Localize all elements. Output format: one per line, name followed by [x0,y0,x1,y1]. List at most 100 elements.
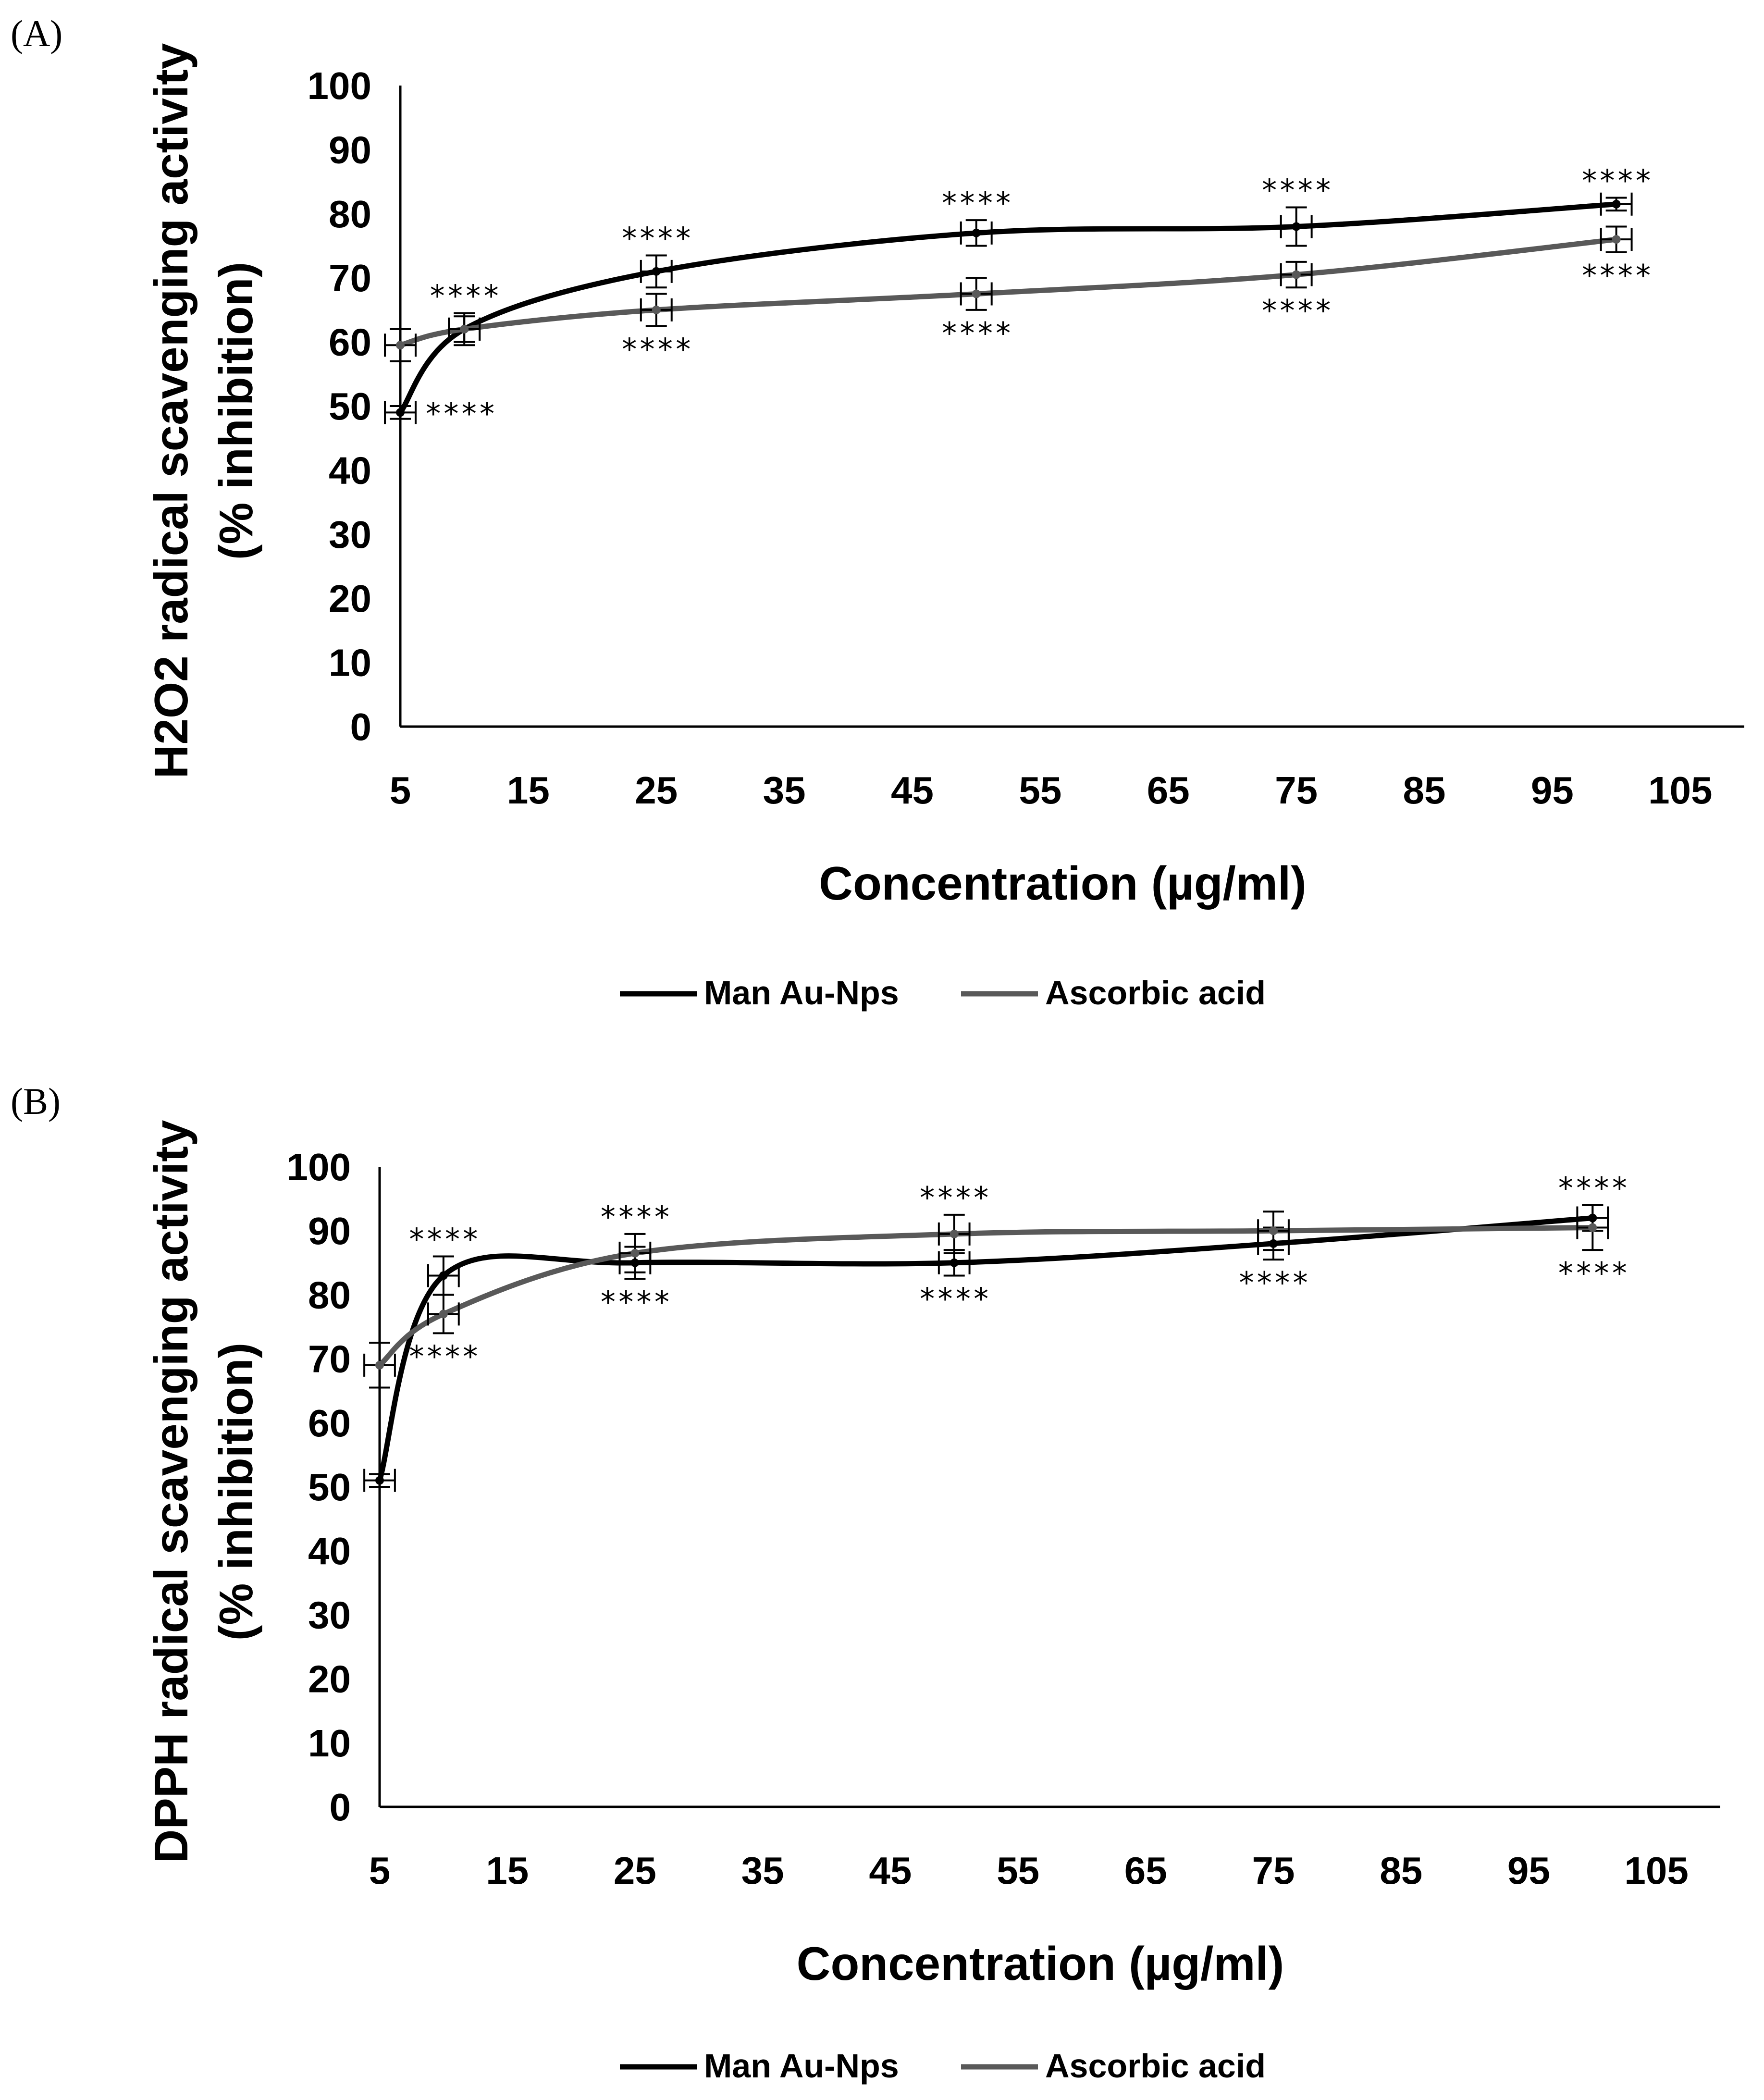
y-tick-label: 70 [329,257,371,299]
y-tick-label: 50 [329,385,371,428]
legend-label-1: Ascorbic acid [1045,2047,1266,2085]
x-tick-label: 75 [1252,1849,1295,1892]
data-point [1612,235,1621,244]
y-tick-label: 0 [350,705,372,748]
y-tick-label: 80 [329,193,371,235]
y-tick-label: 20 [308,1658,351,1701]
legend-label-0: Man Au-Nps [704,2047,899,2085]
data-point [1588,1223,1597,1232]
significance-label: **** [599,1199,671,1235]
x-tick-label: 105 [1648,769,1712,812]
y-tick-label: 100 [308,64,371,107]
y-tick-label: 20 [329,577,371,620]
y-axis-title: DPPH radical scavenging activity [145,1120,197,1864]
x-tick-label: 35 [763,769,806,812]
y-axis-subtitle: (% inhibition) [210,1343,262,1641]
significance-label: **** [407,1222,479,1257]
x-tick-label: 15 [507,769,550,812]
y-tick-label: 100 [287,1146,351,1188]
x-tick-label: 95 [1507,1849,1550,1892]
data-point [1292,222,1301,231]
series-line-0 [377,1215,1595,1483]
h2o2-chart: (A) 0 10 20 30 40 50 60 70 80 90 100 5 15 25 35 45 55 65 75… [11,12,1744,1012]
y-tick-label: 90 [308,1210,351,1252]
x-tick-label: 75 [1275,769,1318,812]
significance-label: **** [940,185,1012,221]
x-tick-label: 5 [369,1849,391,1892]
data-point [396,408,405,417]
significance-label: **** [1260,173,1332,208]
significance-label: **** [424,396,496,431]
significance-label: **** [1557,1171,1628,1206]
x-tick-label: 55 [997,1849,1039,1892]
data-point [439,1309,448,1319]
y-tick-label: 30 [329,513,371,556]
x-tick-label: 95 [1531,769,1574,812]
y-tick-label: 40 [329,449,371,492]
y-axis-subtitle: (% inhibition) [210,262,262,560]
error-bar [938,1213,971,1254]
significance-label: **** [940,316,1012,351]
series-line-1 [397,236,1619,348]
y-tick-label: 40 [308,1530,351,1572]
data-point [375,1360,384,1370]
significance-label: **** [407,1339,479,1374]
x-tick-label: 105 [1624,1849,1688,1892]
panel-label: (B) [11,1080,61,1122]
series-line-1 [377,1225,1595,1368]
data-point [972,228,981,237]
x-tick-label: 25 [635,769,678,812]
data-point [460,324,469,334]
x-tick-label: 45 [869,1849,912,1892]
dpph-chart: (B) 0 10 20 30 40 50 60 70 80 90 100 5 15 25 35 45 55 65 75… [11,1080,1720,2085]
data-point [439,1271,448,1280]
series-line-0 [397,201,1619,415]
data-point [1612,199,1621,209]
significance-label: **** [429,279,500,314]
significance-label: **** [1260,293,1332,328]
significance-label: **** [620,332,692,367]
legend: Man Au-Nps Ascorbic acid [620,2047,1266,2085]
y-tick-label: 90 [329,128,371,171]
x-axis-title: Concentration (µg/ml) [819,857,1307,910]
data-point [652,267,661,276]
x-tick-label: 85 [1403,769,1446,812]
significance-label: **** [620,221,692,256]
y-tick-label: 10 [329,642,371,684]
significance-label: **** [1557,1256,1628,1291]
x-tick-label: 15 [486,1849,529,1892]
x-tick-label: 25 [614,1849,656,1892]
x-axis-title: Concentration (µg/ml) [797,1937,1284,1990]
data-point [972,289,981,298]
x-tick-label: 5 [390,769,411,812]
data-point [1292,270,1301,279]
y-tick-label: 0 [330,1786,351,1828]
x-tick-label: 85 [1380,1849,1422,1892]
x-tick-label: 35 [741,1849,784,1892]
data-point [396,341,405,350]
significance-label: **** [1580,258,1652,293]
y-tick-label: 80 [308,1273,351,1316]
y-tick-label: 30 [308,1594,351,1636]
significance-label: **** [918,1180,990,1215]
data-point [950,1229,959,1238]
legend-label-0: Man Au-Nps [704,974,899,1012]
significance-label: **** [1580,163,1652,198]
y-tick-label: 10 [308,1722,351,1765]
legend: Man Au-Nps Ascorbic acid [620,974,1266,1012]
data-point [1269,1226,1278,1235]
y-tick-label: 60 [308,1402,351,1445]
panel-label: (A) [11,12,62,54]
x-tick-label: 45 [891,769,934,812]
y-axis-title: H2O2 radical scavenging activity [145,43,197,779]
x-tick-label: 55 [1019,769,1061,812]
legend-label-1: Ascorbic acid [1045,974,1266,1012]
y-tick-label: 70 [308,1338,351,1381]
y-tick-label: 60 [329,321,371,364]
data-point [950,1258,959,1267]
data-point [652,305,661,314]
error-bar [384,401,417,424]
error-bar [618,1233,652,1273]
data-point [375,1476,384,1485]
